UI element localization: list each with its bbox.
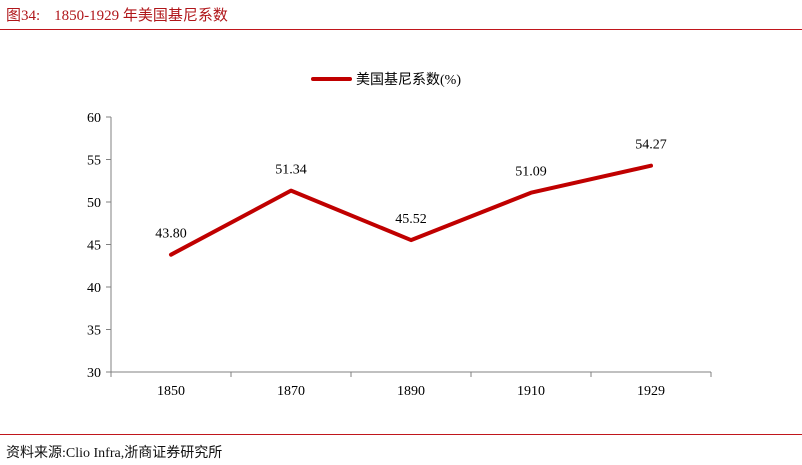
x-tick-label: 1850 [157,384,185,399]
figure-title-text: 1850-1929 年美国基尼系数 [54,8,228,24]
y-tick-label: 35 [87,324,101,339]
y-tick-label: 30 [87,366,101,381]
top-divider [0,29,802,30]
bottom-divider [0,434,802,435]
y-tick-label: 60 [87,111,101,126]
data-label: 45.52 [395,212,427,227]
figure-number: 图34: [6,8,41,24]
data-label: 54.27 [635,138,667,153]
x-tick-label: 1910 [517,384,545,399]
y-tick-label: 40 [87,281,101,296]
x-axis: 1850 1870 1890 1910 1929 [110,371,712,399]
y-axis: 30 35 40 45 50 55 60 [87,111,112,381]
x-tick-label: 1870 [277,384,305,399]
data-label: 43.80 [155,227,187,242]
data-labels: 43.80 51.34 45.52 51.09 54.27 [155,138,667,242]
data-label: 51.09 [515,165,547,180]
legend: 美国基尼系数(%) [311,71,461,88]
x-tick-label: 1890 [397,384,425,399]
figure-title: 图34: 1850-1929 年美国基尼系数 [6,4,228,25]
data-label: 51.34 [275,163,307,178]
legend-label: 美国基尼系数(%) [356,71,461,88]
line-chart: 美国基尼系数(%) 30 35 40 45 50 55 60 1850 1870 1890 191… [87,71,712,399]
y-tick-label: 55 [87,154,101,169]
y-tick-label: 50 [87,196,101,211]
y-tick-label: 45 [87,239,101,254]
source-note: 资料来源:Clio Infra,浙商证券研究所 [6,446,223,461]
series-line [169,163,653,257]
series-layer [169,163,653,257]
x-tick-label: 1929 [637,384,665,399]
